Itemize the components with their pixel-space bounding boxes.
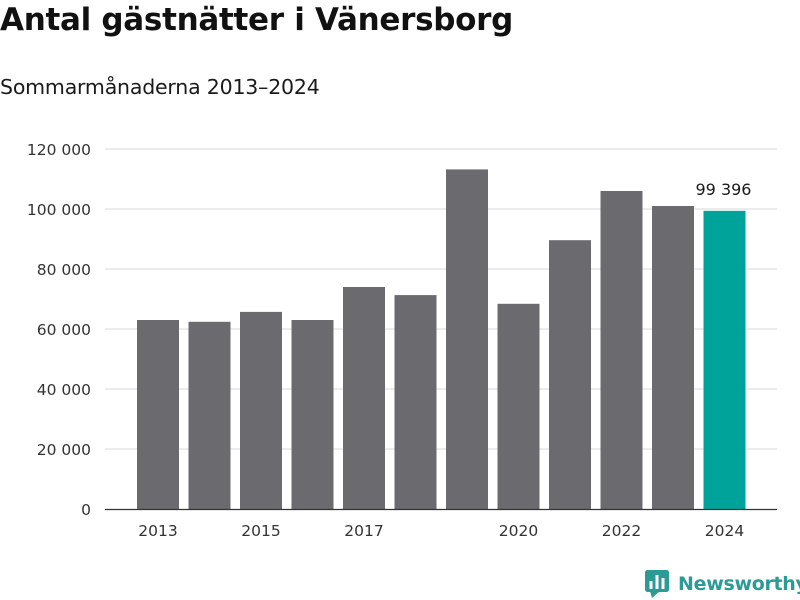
bar-2014	[188, 321, 231, 509]
x-tick-label: 2015	[241, 522, 280, 540]
x-tick-label: 2020	[499, 522, 538, 540]
newsworthy-icon	[645, 570, 669, 598]
y-tick-label: 40 000	[37, 381, 91, 399]
bar-2023	[652, 206, 694, 509]
y-tick-label: 100 000	[27, 201, 91, 219]
data-labels: 99 396	[696, 180, 752, 199]
bar-2022	[600, 191, 643, 509]
bars	[137, 169, 746, 509]
bar-2017	[343, 287, 385, 509]
bar-2015	[240, 311, 282, 509]
bar-2021	[549, 240, 591, 509]
x-axis-tick-labels: 2013 2015 2017 2020 2022 2024	[138, 522, 744, 540]
bar-value-label: 99 396	[696, 180, 752, 199]
bar-2013	[137, 320, 179, 509]
y-tick-label: 20 000	[37, 441, 91, 459]
y-tick-label: 0	[81, 501, 91, 519]
chart-subtitle: Sommarmånaderna 2013–2024	[0, 75, 320, 99]
bar-2020	[497, 303, 540, 509]
newsworthy-logo: Newsworthy	[644, 569, 800, 599]
bar-2016	[291, 320, 334, 509]
x-tick-label: 2013	[138, 522, 177, 540]
bar-2018	[394, 295, 437, 509]
y-tick-label: 80 000	[37, 261, 91, 279]
bar-2019	[446, 169, 488, 509]
chart-title: Antal gästnätter i Vänersborg	[0, 2, 514, 38]
y-tick-label: 120 000	[27, 141, 91, 159]
x-tick-label: 2024	[705, 522, 744, 540]
bar-2024	[703, 210, 746, 509]
y-tick-label: 60 000	[37, 321, 91, 339]
brand-name: Newsworthy	[678, 573, 800, 595]
x-tick-label: 2017	[344, 522, 383, 540]
y-axis-tick-labels: 0 20 000 40 000 60 000 80 000 100 000 120 000	[27, 141, 91, 519]
x-tick-label: 2022	[602, 522, 641, 540]
